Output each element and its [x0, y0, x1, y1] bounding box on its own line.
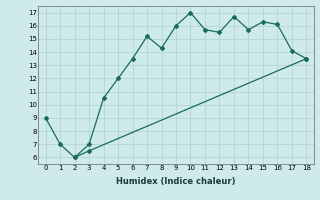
X-axis label: Humidex (Indice chaleur): Humidex (Indice chaleur) — [116, 177, 236, 186]
